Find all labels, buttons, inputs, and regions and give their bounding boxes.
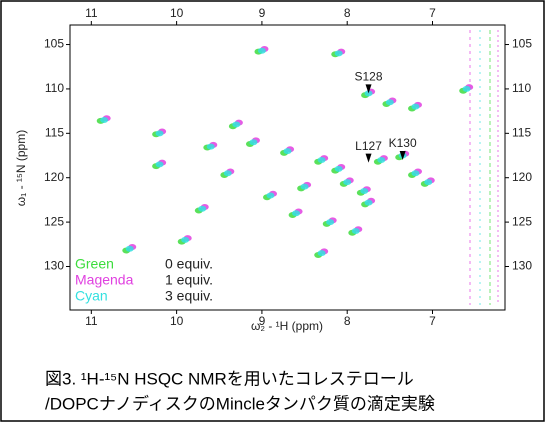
noise — [469, 30, 499, 305]
peak — [326, 219, 335, 226]
y-tick-label: 130 — [44, 259, 64, 273]
peak — [292, 210, 301, 217]
peak — [351, 227, 360, 234]
x-axis-label: ω₂ - ¹H (ppm) — [251, 319, 323, 333]
peak — [249, 139, 258, 146]
annotation-arrow — [399, 150, 406, 160]
peak — [300, 183, 309, 190]
annotation-arrow — [365, 84, 372, 94]
y-tick-label: 105 — [44, 37, 64, 51]
annotation-arrow — [365, 153, 372, 163]
x-tick-label: 10 — [170, 6, 184, 20]
legend-equiv: 3 equiv. — [165, 288, 213, 304]
peak — [334, 165, 343, 172]
peak — [334, 50, 343, 57]
peak — [232, 121, 241, 128]
x-tick-label: 8 — [344, 314, 351, 328]
peak — [360, 188, 369, 195]
legend-equiv: 0 equiv. — [165, 256, 213, 272]
y-tick-label: 115 — [512, 125, 531, 139]
peak — [364, 199, 373, 206]
x-tick-label: 10 — [170, 314, 184, 328]
annotation: L127 — [355, 139, 382, 153]
peak — [223, 170, 232, 177]
plot-area — [69, 24, 506, 311]
peak — [125, 245, 134, 252]
peak — [266, 192, 275, 199]
y-tick-label: 115 — [45, 125, 64, 139]
peak — [343, 179, 352, 186]
legend-name: Cyan — [75, 288, 108, 304]
peak — [317, 250, 326, 257]
x-tick-label: 9 — [259, 314, 266, 328]
y-axis-label: ω₁ - ¹⁵N (ppm) — [14, 130, 28, 206]
y-tick-label: 125 — [44, 214, 64, 228]
y-tick-label: 120 — [512, 170, 532, 184]
peak — [377, 156, 386, 163]
peak — [206, 143, 215, 150]
x-tick-label: 11 — [85, 314, 98, 328]
peak — [317, 156, 326, 163]
legend-name: Green — [75, 256, 114, 272]
peak — [424, 179, 433, 186]
x-tick-label: 7 — [429, 314, 436, 328]
y-tick-label: 105 — [512, 37, 532, 51]
peak — [100, 117, 109, 123]
peak — [155, 161, 164, 168]
peak — [283, 148, 292, 155]
caption: /DOPCナノディスクのMincleタンパク質の滴定実験 — [45, 393, 435, 413]
peak — [411, 170, 420, 177]
x-tick-label: 9 — [259, 6, 266, 20]
peak — [181, 236, 190, 243]
peak — [155, 130, 164, 137]
y-tick-label: 130 — [512, 259, 532, 273]
peak — [411, 103, 420, 110]
peak — [198, 205, 207, 212]
annotation: K130 — [389, 136, 417, 150]
y-tick-label: 110 — [512, 81, 531, 95]
peak — [257, 47, 266, 54]
x-tick-label: 8 — [344, 6, 351, 20]
x-tick-label: 11 — [85, 6, 98, 20]
x-tick-label: 7 — [429, 6, 436, 20]
caption: 図3. ¹H-¹⁵N HSQC NMRを用いたコレステロール — [45, 369, 414, 388]
legend-equiv: 1 equiv. — [165, 272, 213, 288]
peak — [385, 99, 394, 106]
y-tick-label: 110 — [45, 81, 64, 95]
peak — [462, 85, 471, 92]
annotation: S128 — [355, 70, 383, 84]
legend-name: Magenda — [75, 272, 134, 288]
y-tick-label: 125 — [512, 214, 532, 228]
y-tick-label: 120 — [44, 170, 64, 184]
